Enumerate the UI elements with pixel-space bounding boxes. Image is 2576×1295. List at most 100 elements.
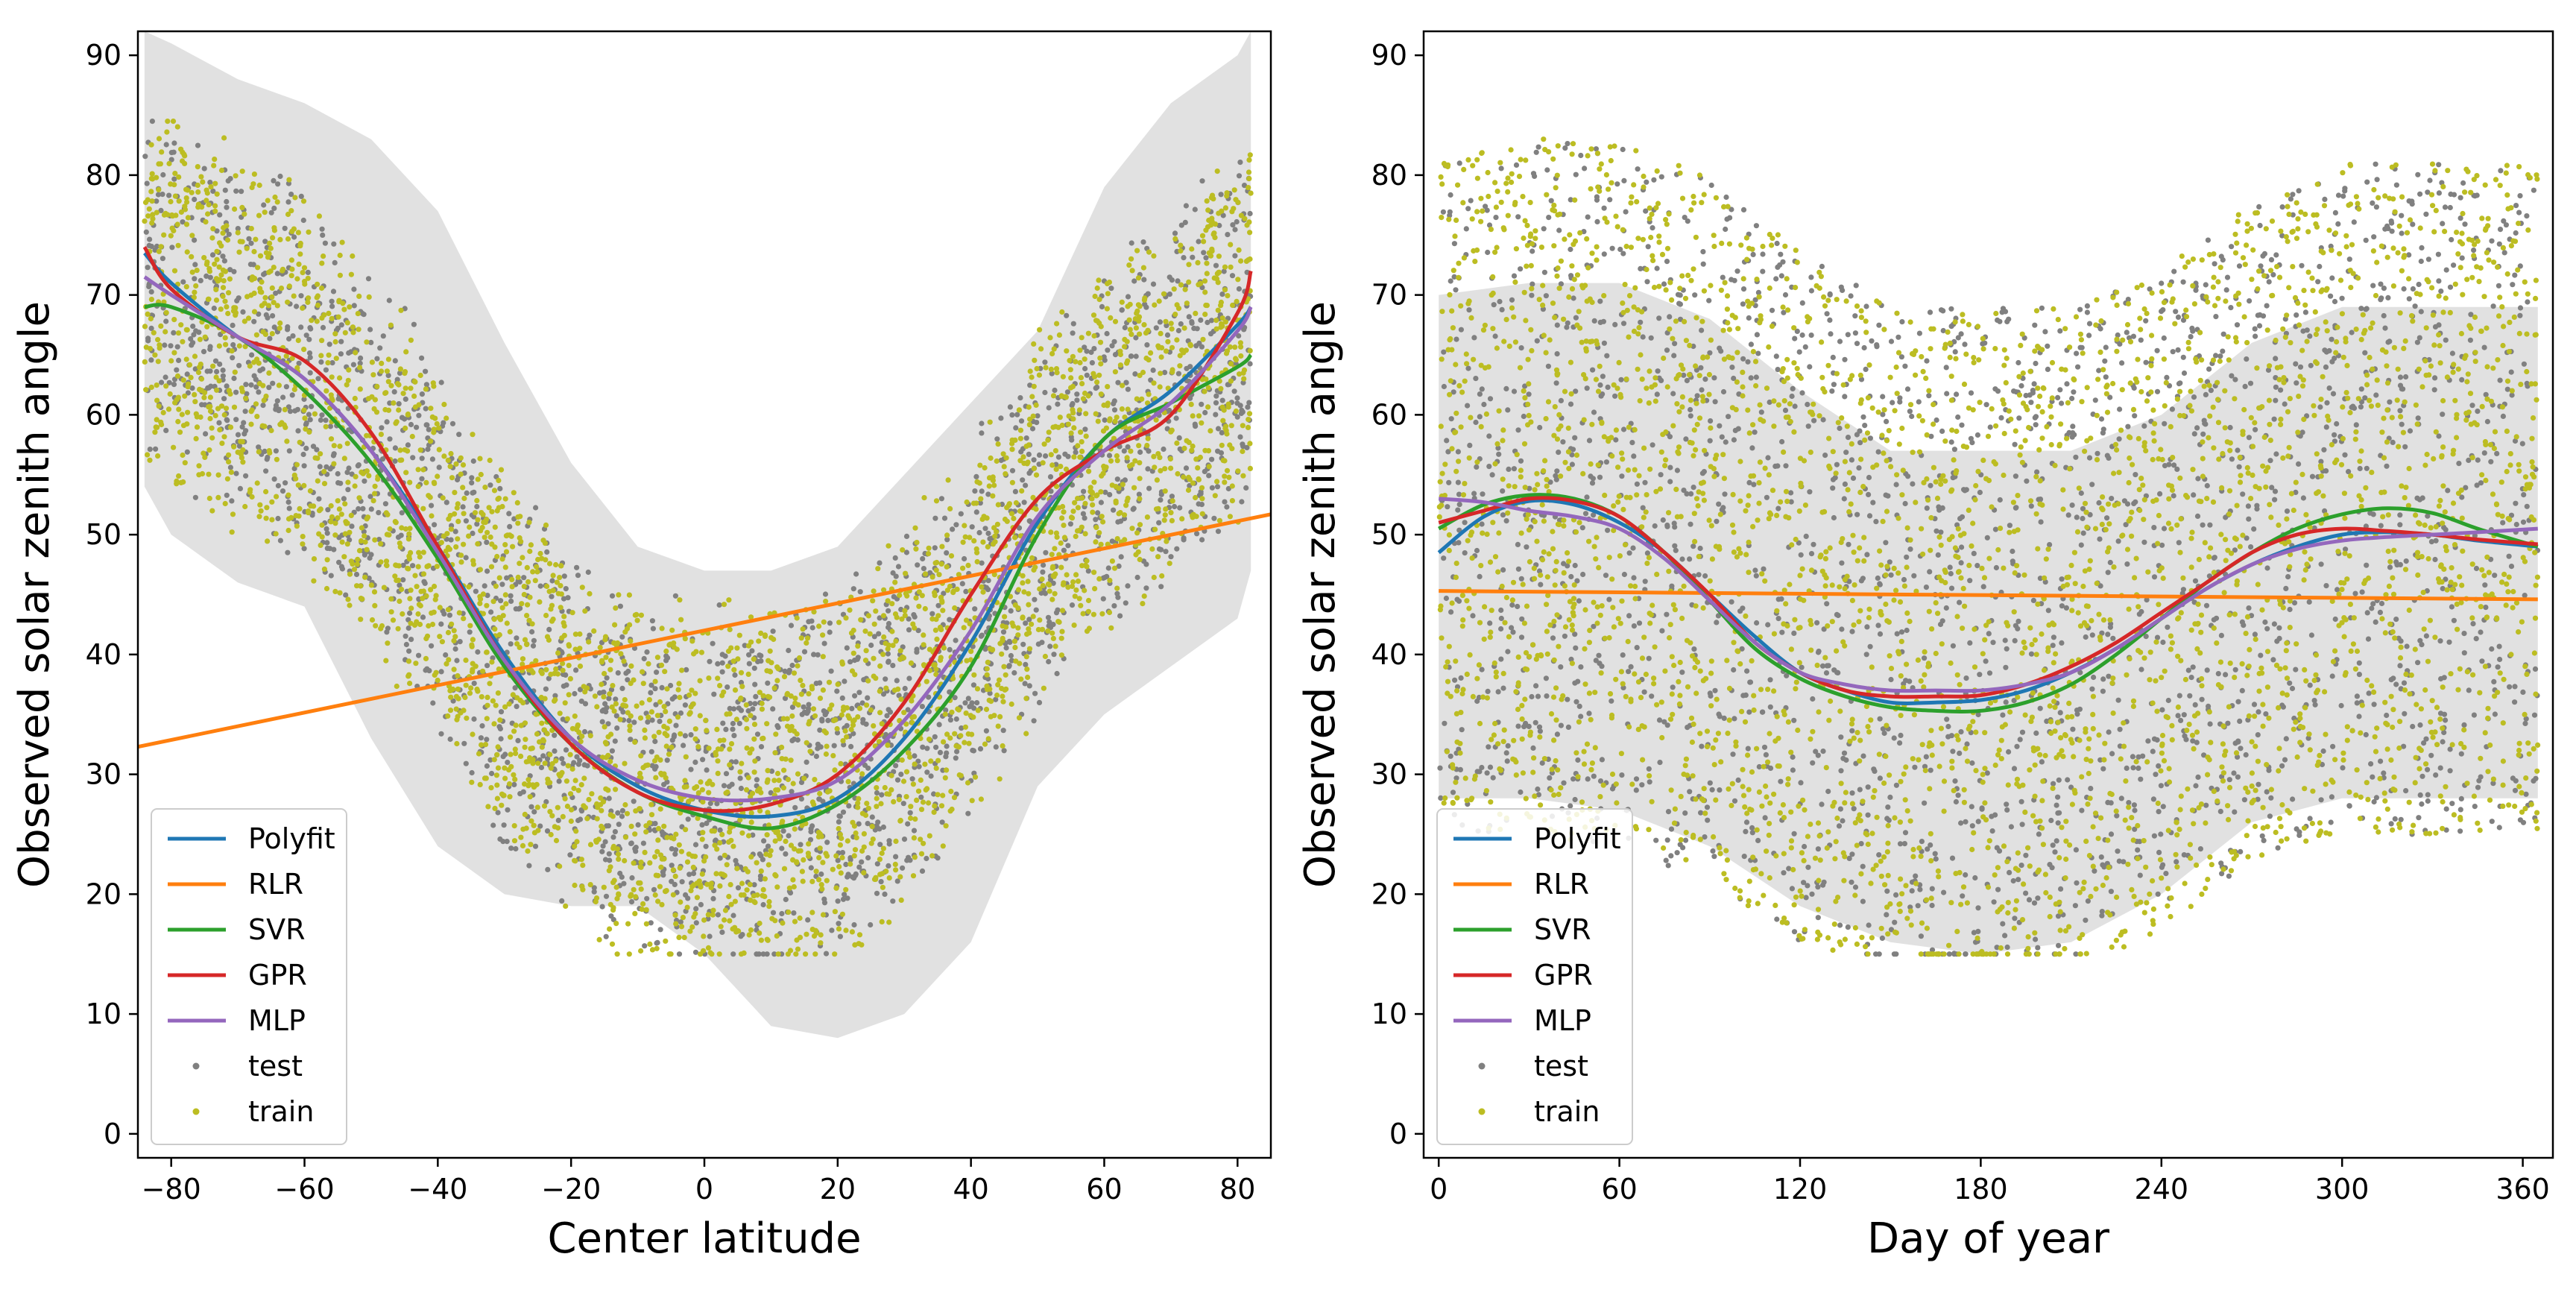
test-point: [430, 700, 436, 706]
train-point: [1219, 208, 1225, 214]
train-point: [892, 611, 899, 617]
test-point: [1008, 652, 1014, 659]
train-point: [242, 211, 247, 217]
train-point: [986, 483, 992, 489]
test-point: [719, 660, 725, 666]
test-point: [612, 738, 618, 744]
train-point: [381, 585, 387, 590]
train-point: [1163, 506, 1169, 512]
train-point: [765, 862, 771, 868]
test-point: [262, 239, 268, 245]
train-point: [341, 456, 347, 461]
train-point: [615, 851, 622, 857]
train-point: [893, 867, 899, 873]
train-point: [817, 790, 823, 797]
train-point: [1050, 635, 1056, 642]
test-point: [628, 840, 634, 846]
train-point: [149, 198, 155, 204]
test-point: [411, 321, 417, 327]
train-point: [1046, 588, 1052, 594]
test-point: [471, 716, 477, 722]
test-point: [1061, 547, 1067, 553]
test-point: [253, 384, 259, 390]
train-point: [1219, 404, 1225, 410]
train-point: [662, 888, 669, 895]
test-point: [578, 699, 584, 705]
test-point: [338, 322, 344, 328]
train-point: [874, 795, 880, 801]
train-point: [429, 621, 436, 628]
train-point: [795, 663, 801, 669]
train-point: [676, 681, 682, 687]
train-point: [354, 583, 360, 589]
train-point: [962, 724, 968, 730]
test-point: [419, 476, 425, 482]
train-point: [682, 636, 688, 642]
train-point: [1202, 289, 1208, 295]
train-point: [772, 838, 778, 844]
train-point: [379, 368, 385, 374]
train-point: [757, 920, 763, 927]
train-point: [899, 616, 905, 622]
train-point: [903, 570, 909, 576]
train-point: [530, 569, 536, 575]
train-point: [487, 457, 493, 464]
train-point: [223, 406, 230, 412]
train-point: [306, 295, 312, 301]
train-point: [477, 456, 483, 461]
test-point: [323, 418, 329, 423]
train-point: [1073, 359, 1079, 365]
train-point: [964, 658, 970, 664]
train-point: [999, 651, 1005, 657]
test-point: [256, 311, 262, 317]
train-point: [224, 304, 230, 310]
train-point: [497, 717, 503, 723]
train-point: [448, 694, 454, 700]
train-point: [701, 933, 707, 939]
test-point: [645, 719, 651, 725]
test-point: [1234, 395, 1240, 401]
train-point: [379, 360, 385, 366]
train-point: [514, 500, 520, 506]
train-point: [534, 804, 540, 810]
train-point: [328, 502, 334, 509]
train-point: [884, 791, 890, 797]
train-point: [302, 415, 308, 421]
test-point: [482, 583, 487, 589]
train-point: [758, 790, 764, 795]
test-point: [883, 676, 888, 682]
train-point: [206, 495, 212, 502]
train-point: [347, 571, 353, 577]
train-point: [795, 771, 801, 777]
train-point: [242, 503, 248, 510]
test-point: [693, 906, 699, 912]
train-point: [214, 191, 220, 197]
train-point: [269, 285, 275, 291]
test-point: [261, 202, 267, 208]
test-point: [613, 696, 619, 702]
test-point: [985, 578, 991, 584]
test-point: [475, 649, 481, 655]
test-point: [710, 640, 716, 646]
train-point: [859, 771, 865, 777]
train-point: [994, 692, 1000, 699]
test-point: [1194, 531, 1200, 537]
train-point: [726, 893, 732, 900]
test-point: [875, 819, 881, 825]
train-point: [697, 951, 704, 957]
train-point: [496, 477, 502, 484]
train-point: [1133, 325, 1139, 331]
test-point: [822, 591, 829, 597]
train-point: [1082, 587, 1087, 593]
train-point: [155, 337, 161, 343]
train-point: [1214, 479, 1220, 485]
train-point: [708, 880, 715, 886]
train-point: [358, 583, 364, 589]
train-point: [1096, 530, 1102, 536]
train-point: [945, 477, 951, 483]
test-point: [941, 515, 948, 521]
train-point: [942, 775, 948, 781]
train-point: [416, 402, 422, 408]
train-point: [176, 198, 182, 204]
test-point: [1020, 641, 1026, 647]
